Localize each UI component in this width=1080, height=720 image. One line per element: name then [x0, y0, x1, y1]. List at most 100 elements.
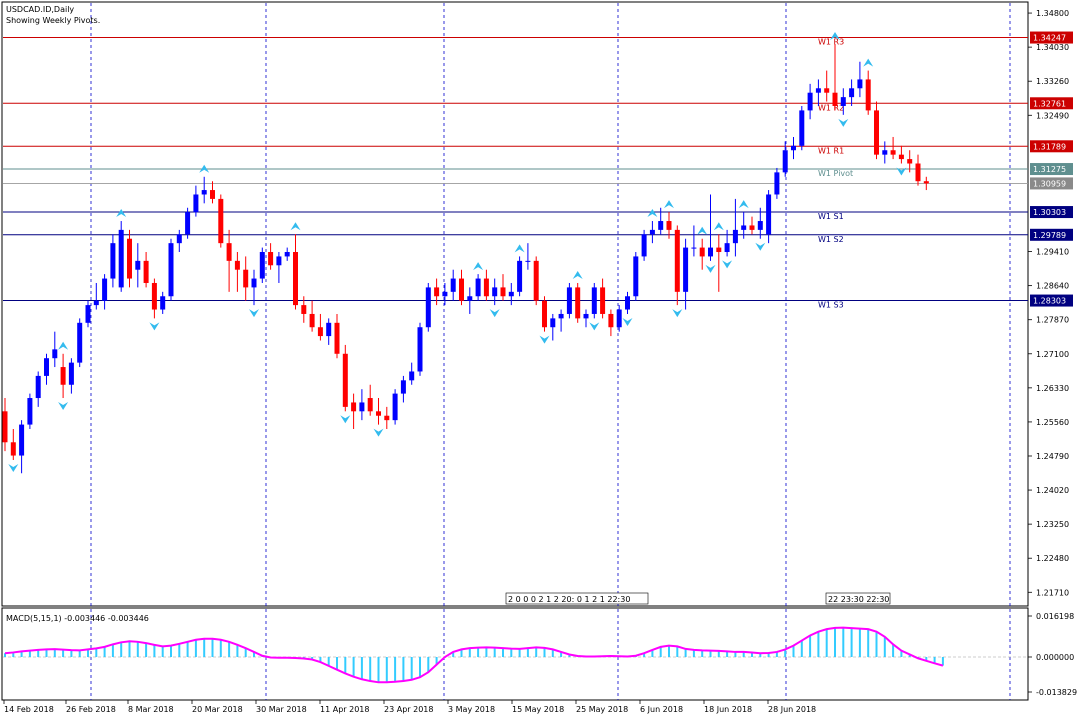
candle-body — [425, 287, 431, 328]
pivot-label: W1 S3 — [818, 301, 844, 310]
macd-bar — [28, 650, 31, 657]
candle-body — [658, 221, 664, 230]
macd-bar — [377, 656, 380, 683]
macd-bar — [659, 646, 662, 657]
candle-body — [799, 110, 805, 146]
candle-body — [52, 349, 58, 359]
macd-signal-line — [4, 626, 944, 684]
fractal-arrow — [149, 322, 160, 331]
pivot-price-tag: 1.29789 — [1033, 231, 1066, 240]
macd-bar — [253, 651, 255, 657]
candle-body — [749, 225, 755, 230]
candle-body — [60, 367, 66, 385]
candle-body — [77, 322, 83, 363]
y-tick-label: 1.21710 — [1036, 588, 1069, 597]
macd-bar — [402, 656, 405, 682]
candle-body — [757, 221, 763, 230]
macd-bar — [4, 653, 6, 657]
macd-bar — [460, 649, 463, 657]
date-strip-text: 2 0 0 0 2 1 2 20: 0 1 2 1 22:30 — [508, 595, 630, 604]
macd-bar — [111, 644, 114, 657]
y-tick-label: 1.24790 — [1036, 452, 1069, 461]
candle-body — [641, 234, 647, 257]
y-tick-label: 1.33260 — [1036, 77, 1069, 86]
macd-bar — [194, 639, 197, 657]
candle-body — [376, 411, 381, 416]
candle-body — [865, 79, 871, 111]
candle-body — [882, 150, 888, 155]
macd-bar — [468, 648, 471, 657]
candle-body — [683, 247, 689, 292]
fractal-arrow — [116, 209, 127, 218]
macd-bar — [900, 650, 903, 657]
candle-body — [409, 371, 415, 381]
candle-body — [243, 269, 249, 288]
candle-body — [923, 181, 929, 184]
candle-body — [85, 305, 91, 323]
macd-bar — [526, 648, 529, 657]
pivot-price-tag-bg — [1030, 97, 1073, 110]
macd-bar — [327, 656, 330, 666]
fractal-arrow — [489, 309, 500, 318]
pivot-price-tag-bg — [1030, 294, 1073, 307]
pivot-label: W1 Pivot — [818, 169, 853, 178]
candle-body — [475, 278, 481, 297]
y-tick-label: 1.23250 — [1036, 520, 1069, 529]
candle-body — [160, 296, 166, 310]
macd-bar — [485, 647, 488, 657]
fractal-arrow — [705, 264, 716, 273]
pivot-price-tag-bg — [1030, 228, 1073, 241]
macd-bar — [319, 656, 322, 663]
candle-body — [840, 97, 846, 106]
candle-body — [542, 300, 547, 328]
date-strip-right-box — [825, 592, 891, 605]
y-tick-label: 1.27870 — [1036, 316, 1069, 325]
macd-bar — [842, 627, 845, 657]
x-tick-label: 26 Feb 2018 — [66, 705, 116, 714]
macd-bar — [875, 631, 878, 657]
macd-bar — [834, 627, 836, 657]
macd-bar — [203, 638, 206, 657]
candle-body — [525, 260, 531, 262]
vertical-separator-lines — [90, 3, 1011, 700]
candle-body — [741, 225, 747, 230]
candle-body — [342, 353, 348, 407]
macd-bar — [12, 652, 15, 657]
candle-body — [459, 278, 464, 301]
candle-body — [500, 287, 506, 297]
candle-body — [616, 309, 622, 328]
fractal-arrow — [473, 262, 484, 271]
candle-body — [201, 190, 207, 195]
macd-bar — [20, 651, 23, 657]
macd-bar — [925, 656, 928, 661]
candle-body — [633, 256, 639, 297]
candle-body — [483, 278, 489, 297]
candle-body — [583, 313, 589, 319]
macd-bar — [817, 631, 820, 657]
x-tick-label: 30 Mar 2018 — [256, 705, 307, 714]
candle-body — [210, 190, 215, 199]
y-tick-label: 1.26330 — [1036, 384, 1069, 393]
candle-body — [301, 305, 307, 314]
candle-body — [508, 291, 514, 297]
macd-bar — [933, 656, 936, 664]
candle-body — [890, 150, 896, 155]
fractal-arrow — [572, 270, 583, 279]
fractal-arrow — [755, 242, 766, 251]
candle-body — [898, 154, 904, 160]
candle-body — [276, 256, 282, 266]
pivot-price-tag: 1.32761 — [1033, 99, 1066, 108]
candle-body — [143, 260, 149, 283]
candle-body — [434, 287, 440, 297]
candle-body — [442, 291, 448, 297]
candle-body — [168, 243, 174, 297]
x-tick-label: 14 Feb 2018 — [4, 705, 54, 714]
macd-bar — [153, 644, 156, 657]
fractal-arrow — [290, 222, 301, 231]
candle-body — [815, 88, 821, 93]
macd-bar — [45, 649, 48, 657]
macd-bar — [726, 651, 729, 657]
candle-body — [600, 287, 606, 314]
macd-bar — [892, 644, 895, 657]
